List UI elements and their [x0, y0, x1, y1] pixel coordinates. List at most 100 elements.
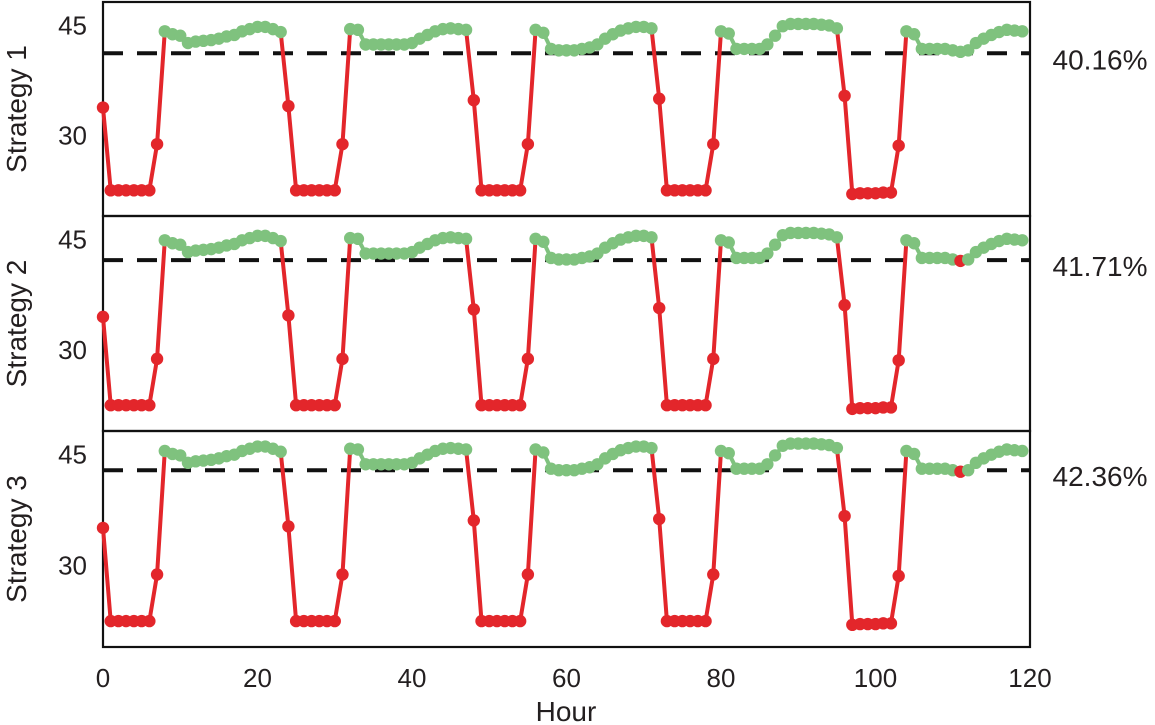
data-point [328, 399, 341, 412]
series-segment [703, 142, 716, 193]
data-point [174, 238, 187, 251]
data-point [761, 38, 774, 51]
series-segment [842, 93, 855, 197]
data-point [1016, 25, 1029, 38]
data-point [707, 352, 720, 366]
data-point [274, 25, 287, 39]
data-point [467, 303, 480, 316]
data-point [521, 568, 535, 581]
y-tick-label: 45 [58, 225, 87, 255]
data-point [962, 253, 975, 266]
series-segment [518, 142, 530, 193]
data-point [884, 186, 898, 199]
data-point [174, 29, 187, 42]
series-segment [155, 29, 167, 147]
series-segment [525, 236, 538, 361]
series-segment [101, 314, 113, 408]
x-tick-label: 100 [854, 663, 897, 693]
series-segment [896, 238, 909, 363]
series-segment [471, 307, 484, 408]
data-point [962, 464, 975, 477]
panel-3: 30 45 Strategy 3 42.36% [1, 429, 1148, 649]
data-point [645, 441, 658, 455]
y-tick-label: 30 [58, 551, 87, 581]
series-segment [657, 517, 669, 624]
data-point [282, 520, 295, 533]
series-segment [464, 447, 476, 523]
percentage-annotation: 42.36% [1053, 461, 1148, 492]
data-point [467, 514, 480, 527]
series-segment [649, 26, 662, 101]
percentage-annotation: 40.16% [1053, 44, 1148, 75]
data-point [351, 23, 365, 37]
series-segment [340, 446, 353, 577]
data-point [884, 617, 898, 630]
data-point [174, 449, 187, 462]
series-points [96, 226, 1029, 416]
data-point [513, 399, 527, 412]
series-segment [101, 525, 113, 624]
data-point [459, 232, 473, 246]
data-point [830, 22, 844, 35]
series-segment [888, 573, 901, 626]
series-segment [834, 235, 847, 308]
series-segment [471, 518, 484, 624]
data-point [830, 231, 844, 244]
data-point [768, 238, 782, 251]
data-point [282, 309, 295, 322]
series-segment [711, 448, 723, 577]
series-segment [649, 235, 662, 311]
series-segment [657, 306, 669, 408]
data-point [467, 94, 480, 107]
data-point [336, 137, 349, 151]
data-point [513, 184, 527, 197]
data-point [830, 441, 844, 455]
data-point [699, 614, 712, 628]
data-point [328, 614, 341, 628]
series-segment [518, 356, 530, 408]
data-point [645, 231, 658, 244]
series-segment [525, 447, 538, 577]
series-segment [834, 26, 847, 98]
data-point [907, 237, 921, 250]
series-segment [842, 514, 855, 627]
data-point [699, 184, 712, 197]
series-segment [332, 356, 345, 408]
data-point [707, 137, 720, 151]
data-point [521, 137, 535, 151]
data-point [892, 569, 905, 583]
data-point [838, 509, 851, 523]
data-point [96, 310, 110, 324]
data-point [351, 232, 365, 246]
x-tick-label: 80 [707, 663, 736, 693]
series-segment [888, 358, 901, 410]
x-tick-label: 60 [552, 663, 581, 693]
data-point [96, 521, 110, 535]
series-segment [286, 104, 299, 193]
series-segment [332, 572, 345, 624]
data-point [274, 234, 287, 248]
y-tick-label: 45 [58, 10, 87, 40]
series-segment [464, 236, 476, 312]
data-point [907, 447, 921, 461]
series-segment [471, 98, 484, 193]
series-segment [278, 239, 291, 318]
x-tick-label: 40 [398, 663, 427, 693]
y-tick-label: 45 [58, 440, 87, 470]
series-segment [842, 303, 855, 411]
data-point [336, 352, 349, 366]
series-segment [147, 142, 160, 193]
data-point [653, 301, 666, 315]
data-point [892, 354, 905, 367]
x-axis: 0 20 40 60 80 100 120 [96, 663, 1052, 693]
data-point [459, 23, 473, 37]
data-point [537, 235, 550, 248]
data-point [1016, 234, 1029, 247]
series-segment [896, 448, 909, 578]
y-axis-label: Strategy 1 [1, 45, 32, 173]
series-segment [278, 449, 291, 529]
data-point [150, 352, 164, 366]
data-point [962, 44, 975, 57]
series-segment [711, 29, 723, 147]
